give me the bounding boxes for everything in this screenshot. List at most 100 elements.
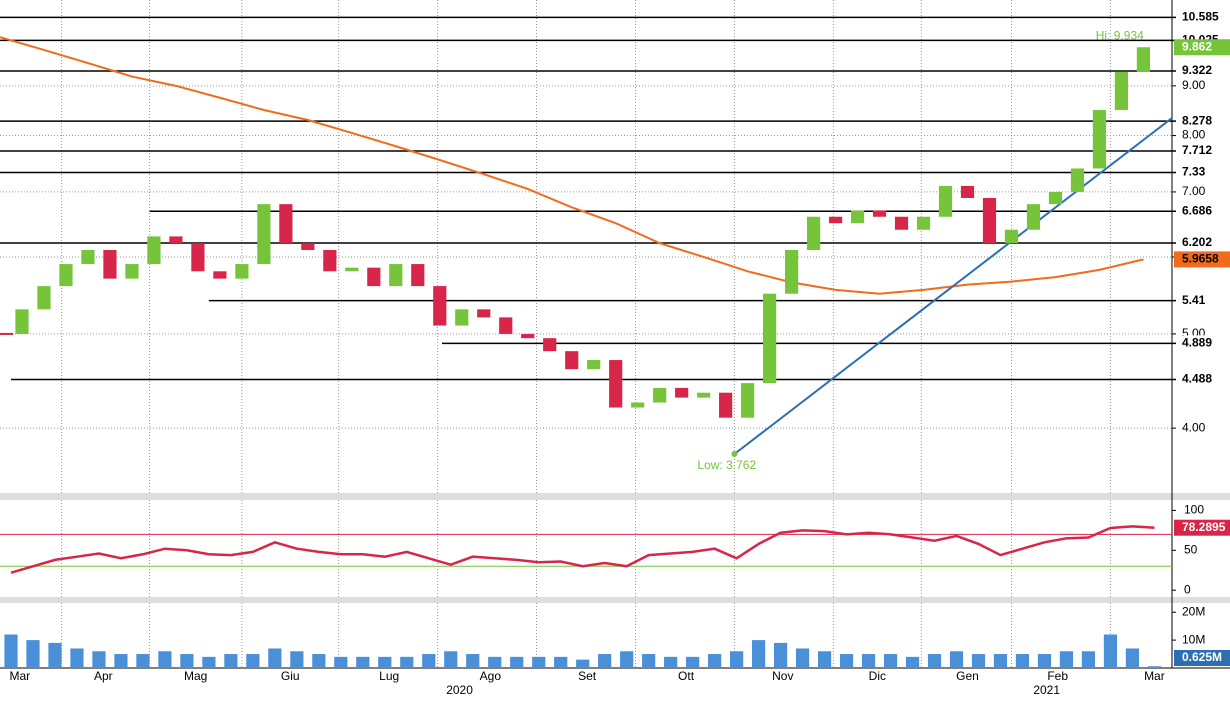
- level-label: 9.322: [1182, 63, 1212, 77]
- volume-bar: [905, 656, 920, 668]
- x-tick-label: Set: [578, 669, 597, 683]
- candle: [1092, 109, 1107, 169]
- x-tick-label: Ago: [480, 669, 502, 683]
- candle: [345, 267, 359, 272]
- candle: [125, 264, 139, 279]
- x-tick-label: Gen: [956, 669, 979, 683]
- value-label: 0.625M: [1182, 650, 1222, 664]
- volume-bar: [422, 654, 436, 668]
- candle: [697, 392, 711, 398]
- level-label: 10.585: [1182, 10, 1219, 24]
- candle: [587, 360, 601, 370]
- candle: [103, 250, 117, 279]
- candle: [477, 309, 491, 318]
- low-marker: [731, 451, 738, 458]
- volume-bar: [114, 654, 128, 668]
- candle: [191, 243, 205, 272]
- level-box: [1176, 164, 1230, 181]
- separator: [0, 597, 1230, 603]
- value-label: 9.862: [1182, 39, 1212, 53]
- candle: [147, 236, 161, 265]
- volume-bar: [4, 634, 18, 668]
- candle: [653, 387, 667, 403]
- level-label: 6.686: [1182, 203, 1212, 217]
- volume-bar: [927, 654, 942, 668]
- volume-bar: [444, 651, 458, 668]
- level-box: [1176, 335, 1230, 352]
- candle: [872, 210, 887, 217]
- level-label: 7.712: [1182, 143, 1212, 157]
- value-label: 78.2895: [1182, 520, 1226, 534]
- volume-bar: [620, 651, 634, 668]
- value-box: [1174, 519, 1230, 536]
- level-label: 5.41: [1182, 293, 1206, 307]
- volume-bar: [554, 656, 568, 668]
- y-tick-label: 10M: [1182, 632, 1205, 646]
- candle: [916, 216, 931, 230]
- candle: [828, 216, 843, 224]
- year-label: 2020: [446, 683, 473, 697]
- level-label: 4.488: [1182, 372, 1212, 386]
- candle: [433, 286, 447, 326]
- candle: [367, 267, 381, 287]
- volume-bar: [488, 656, 502, 668]
- candle: [389, 264, 403, 287]
- volume-bar: [598, 654, 612, 668]
- y-tick-label: 20M: [1182, 604, 1205, 618]
- y-tick-label: 9.00: [1182, 78, 1206, 92]
- candle: [982, 197, 997, 244]
- x-tick-label: Ott: [678, 669, 695, 683]
- level-label: 6.202: [1182, 235, 1212, 249]
- volume-bar: [312, 654, 326, 668]
- volume-bar: [730, 651, 744, 668]
- trend-line: [733, 117, 1173, 455]
- volume-bar: [26, 640, 40, 668]
- volume-bar: [334, 656, 348, 668]
- volume-bar: [1147, 666, 1162, 668]
- volume-bar: [92, 651, 106, 668]
- level-box: [1176, 143, 1230, 160]
- volume-bar: [883, 654, 898, 668]
- level-box: [1176, 235, 1230, 252]
- volume-bar: [356, 656, 370, 668]
- hi-label: Hi: 9.934: [1096, 28, 1144, 42]
- candle: [521, 333, 535, 339]
- y-tick-label: 4.00: [1182, 420, 1206, 434]
- candle: [15, 309, 29, 334]
- candle: [1026, 204, 1041, 230]
- level-box: [1176, 113, 1230, 130]
- volume-bar: [48, 642, 62, 668]
- volume-bar: [532, 656, 546, 668]
- low-label: Low: 3.762: [697, 458, 756, 472]
- volume-bar: [686, 656, 700, 668]
- volume-bar: [70, 648, 84, 668]
- volume-bar: [1037, 654, 1052, 668]
- candle: [806, 216, 821, 251]
- volume-bar: [246, 654, 260, 668]
- volume-bar: [466, 654, 480, 668]
- y-tick-label: 50: [1184, 542, 1198, 556]
- candle: [609, 360, 623, 408]
- candle: [763, 293, 777, 384]
- year-label: 2021: [1033, 683, 1060, 697]
- volume-bar: [795, 648, 810, 668]
- volume-bar: [1059, 651, 1074, 668]
- volume-bar: [642, 654, 656, 668]
- volume-bar: [839, 654, 854, 668]
- level-box: [1176, 371, 1230, 388]
- x-tick-label: Mar: [9, 669, 30, 683]
- volume-bar: [752, 640, 766, 668]
- candle: [499, 317, 513, 334]
- level-box: [1176, 63, 1230, 80]
- candle: [719, 392, 733, 418]
- volume-bar: [290, 651, 304, 668]
- candle: [1114, 72, 1129, 110]
- volume-bar: [993, 654, 1008, 668]
- candle: [1048, 191, 1063, 205]
- candle: [81, 250, 95, 265]
- level-box: [1176, 292, 1230, 309]
- candle: [59, 264, 73, 287]
- level-label: 8.278: [1182, 113, 1212, 127]
